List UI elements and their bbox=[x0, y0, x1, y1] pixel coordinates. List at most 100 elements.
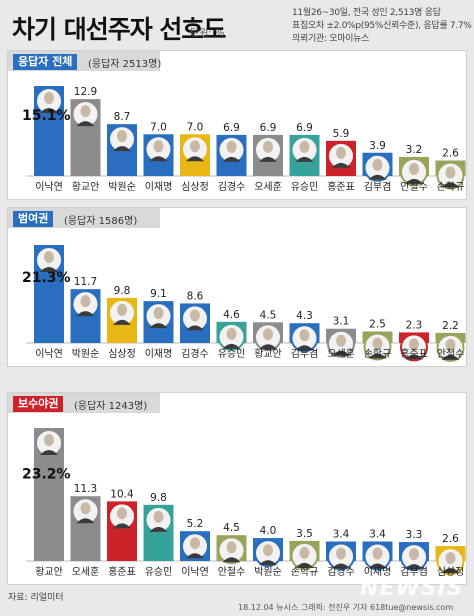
value-label: 3.4 bbox=[369, 529, 386, 541]
category-label: 박원순 bbox=[72, 348, 100, 360]
category-label: 김부겸 bbox=[400, 566, 428, 578]
face-icon bbox=[372, 158, 383, 171]
newsis-logo: NEWSIS bbox=[360, 576, 464, 601]
survey-note: 의뢰기관: 오마이뉴스 bbox=[292, 34, 370, 44]
face-icon bbox=[226, 140, 237, 153]
category-label: 김경수 bbox=[218, 180, 246, 193]
face-icon bbox=[372, 337, 383, 350]
category-label: 유승민 bbox=[291, 181, 319, 193]
suit-icon bbox=[295, 156, 314, 162]
category-label: 이낙연 bbox=[181, 566, 209, 578]
suit-icon bbox=[441, 182, 460, 188]
value-label: 5.2 bbox=[187, 518, 204, 530]
face-icon bbox=[226, 541, 237, 554]
face-icon bbox=[153, 307, 164, 320]
face-icon bbox=[409, 548, 419, 561]
value-label: 11.3 bbox=[74, 483, 97, 495]
category-label: 오세훈 bbox=[327, 347, 355, 360]
face-icon bbox=[445, 552, 456, 565]
category-label: 이재명 bbox=[145, 181, 173, 193]
value-label: 3.2 bbox=[406, 144, 423, 156]
face-icon bbox=[190, 140, 200, 153]
category-label: 홍준표 bbox=[108, 565, 136, 578]
face-icon bbox=[226, 327, 237, 340]
face-icon bbox=[44, 434, 54, 446]
category-label: 손학규 bbox=[437, 181, 465, 193]
category-label: 심상정 bbox=[437, 566, 465, 578]
suit-icon bbox=[441, 354, 460, 360]
value-label: 8.7 bbox=[114, 111, 131, 123]
value-label: 6.9 bbox=[223, 122, 240, 134]
face-icon bbox=[336, 146, 346, 159]
value-label: 4.5 bbox=[260, 309, 277, 321]
value-label: 2.3 bbox=[406, 319, 423, 331]
category-label: 김경수 bbox=[181, 347, 209, 360]
category-label: 홍준표 bbox=[400, 347, 428, 360]
category-label: 황교안 bbox=[254, 348, 282, 360]
face-icon bbox=[372, 547, 383, 560]
value-label: 23.2% bbox=[22, 467, 71, 483]
value-label: 2.2 bbox=[442, 320, 459, 332]
suit-icon bbox=[259, 560, 277, 566]
value-label: 8.6 bbox=[187, 290, 204, 302]
suit-icon bbox=[259, 344, 277, 350]
category-label: 김부겸 bbox=[364, 181, 392, 193]
face-icon bbox=[190, 309, 200, 322]
suit-icon bbox=[76, 311, 95, 317]
value-label: 7.0 bbox=[187, 121, 204, 133]
category-label: 안철수 bbox=[218, 566, 246, 578]
source-label: 자료: 리얼미터 bbox=[8, 593, 64, 603]
face-icon bbox=[263, 328, 273, 341]
category-label: 홍준표 bbox=[327, 180, 355, 193]
value-label: 4.0 bbox=[260, 525, 277, 537]
face-icon bbox=[80, 502, 91, 515]
suit-icon bbox=[186, 156, 204, 162]
value-label: 21.3% bbox=[22, 270, 71, 286]
face-icon bbox=[409, 162, 419, 175]
face-icon bbox=[153, 510, 164, 523]
suit-icon bbox=[295, 562, 314, 568]
face-icon bbox=[117, 130, 127, 143]
value-label: 9.8 bbox=[150, 492, 167, 504]
section-title: 응답자 전체 bbox=[13, 54, 78, 70]
suit-icon bbox=[332, 162, 350, 168]
section-conservative-bloc: 보수야권 (응답자 1243명) 23.2% 황교안 11.3 오세훈 10.4 홍준표 9… bbox=[7, 392, 467, 585]
category-label: 유승민 bbox=[218, 348, 246, 360]
suit-icon bbox=[186, 325, 204, 331]
value-label: 10.4 bbox=[110, 488, 134, 500]
suit-icon bbox=[113, 146, 131, 152]
suit-icon bbox=[222, 557, 241, 563]
value-label: 4.5 bbox=[223, 522, 240, 534]
value-label: 7.0 bbox=[150, 121, 167, 133]
value-label: 9.8 bbox=[114, 285, 131, 297]
suit-icon bbox=[40, 108, 58, 113]
category-label: 오세훈 bbox=[254, 180, 282, 193]
value-label: 3.4 bbox=[333, 529, 350, 541]
category-label: 이낙연 bbox=[35, 348, 63, 360]
value-label: 4.3 bbox=[296, 310, 313, 322]
survey-notes: 11월26~30일, 전국 성인 2,513명 응답 표집오차 ±2.0%p(9… bbox=[292, 7, 474, 46]
value-label: 2.6 bbox=[442, 533, 459, 545]
face-icon bbox=[263, 140, 273, 153]
bar-chart-ruling: 21.3% 이낙연 11.7 박원순 9.8 심상정 9.1 이재명 8.6 김경수 4.6 유승민 4… bbox=[22, 245, 466, 362]
suit-icon bbox=[186, 553, 204, 559]
suit-icon bbox=[259, 156, 277, 162]
face-icon bbox=[190, 537, 200, 550]
category-label: 김부겸 bbox=[291, 348, 319, 360]
respondent-count: (응답자 1243명) bbox=[74, 401, 148, 412]
credit-label: 18.12.04 뉴시스 그래픽: 전진우 기자 618tue@newsis.c… bbox=[238, 603, 454, 612]
value-label: 2.5 bbox=[369, 318, 386, 330]
category-label: 안철수 bbox=[437, 348, 465, 360]
suit-icon bbox=[149, 526, 168, 532]
section-title: 보수야권 bbox=[13, 396, 64, 412]
value-label: 5.9 bbox=[333, 128, 350, 140]
section-all-respondents: 응답자 전체 (응답자 2513명) 15.1% 이낙연 12.9 황교안 8.7 박원순… bbox=[7, 50, 467, 200]
value-label: 3.1 bbox=[333, 316, 350, 328]
suit-icon bbox=[149, 323, 168, 329]
survey-note: 표집오차 ±2.0%p(95%신뢰수준), 응답률 7.7% bbox=[292, 21, 472, 31]
category-label: 손학규 bbox=[291, 566, 319, 578]
face-icon bbox=[299, 140, 310, 153]
suit-icon bbox=[332, 563, 350, 569]
value-label: 3.9 bbox=[369, 140, 386, 152]
face-icon bbox=[445, 166, 456, 179]
